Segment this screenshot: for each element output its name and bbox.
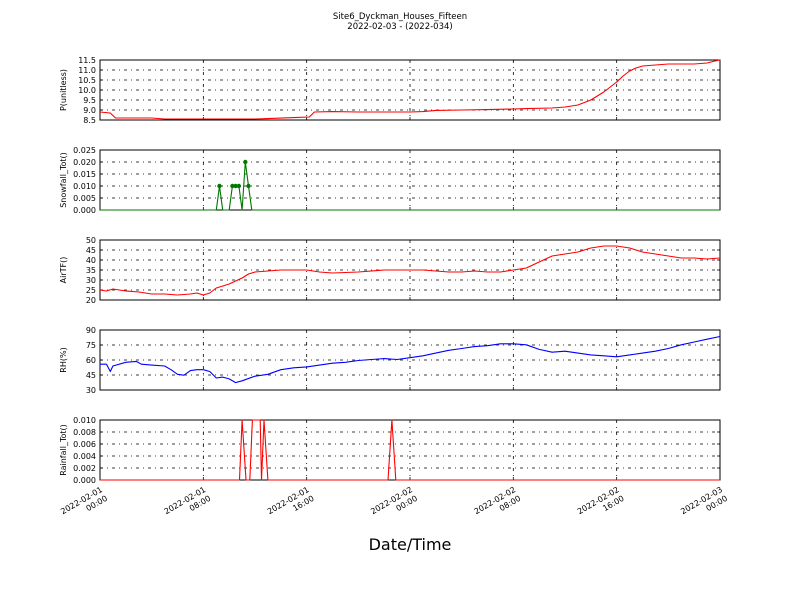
y-axis-label: Rainfall_Tot() (59, 424, 68, 476)
figure-title-line1: Site6_Dyckman_Houses_Fifteen (333, 12, 467, 22)
y-tick-label: 0.010 (73, 182, 96, 191)
data-point (217, 183, 222, 189)
panel-4: 30 45 60 75 90 RH(%) (59, 326, 721, 395)
y-tick-label: 35 (86, 266, 96, 275)
series-line (99, 245, 721, 296)
data-point (236, 183, 242, 189)
y-tick-label: 0.000 (73, 476, 96, 485)
y-tick-label: 30 (86, 276, 96, 285)
panel-5: 0.000 0.002 0.004 0.006 0.008 0.010 Rainfall_T… (59, 416, 721, 485)
y-tick-label: 8.5 (83, 116, 96, 125)
data-point (230, 183, 235, 189)
y-tick-label: 30 (86, 386, 96, 395)
y-tick-label: 60 (86, 356, 96, 365)
y-tick-label: 0.004 (73, 452, 96, 461)
y-axis-label: RH(%) (59, 347, 68, 372)
series-line (100, 419, 720, 481)
y-tick-label: 0.005 (73, 194, 96, 203)
y-tick-label: 0.008 (73, 428, 96, 437)
y-tick-label: 9.0 (83, 106, 96, 115)
series-line (99, 59, 721, 120)
y-tick-label: 20 (86, 296, 96, 305)
y-tick-label: 0.006 (73, 440, 96, 449)
panel-2: 0.000 0.005 0.010 0.015 0.020 0.025 Snowfall_T… (59, 146, 721, 215)
y-tick-label: 0.002 (73, 464, 96, 473)
y-tick-label: 50 (86, 236, 96, 245)
series-line (100, 335, 721, 384)
data-point (233, 183, 238, 189)
y-tick-label: 90 (86, 326, 96, 335)
y-axis-label: AirTF() (59, 257, 68, 284)
y-tick-label: 10.5 (78, 76, 96, 85)
y-tick-label: 11.0 (78, 66, 96, 75)
y-tick-label: 10.0 (78, 86, 96, 95)
y-axis-label: P(unitless) (59, 69, 68, 111)
figure-title-line2: 2022-02-03 - (2022-034) (347, 22, 452, 32)
y-tick-label: 0.025 (73, 146, 96, 155)
y-tick-label: 0.000 (73, 206, 96, 215)
y-tick-label: 45 (86, 371, 96, 380)
y-tick-label: 40 (86, 256, 96, 265)
y-axis-label: Snowfall_Tot() (59, 152, 68, 208)
y-tick-label: 9.5 (83, 96, 96, 105)
y-tick-label: 75 (86, 341, 96, 350)
y-tick-label: 11.5 (78, 56, 96, 65)
data-point (243, 159, 248, 165)
data-point (246, 183, 251, 189)
y-tick-label: 0.020 (73, 158, 96, 167)
y-tick-label: 25 (86, 286, 96, 295)
y-tick-label: 0.010 (73, 416, 96, 425)
y-tick-label: 45 (86, 246, 96, 255)
panel-1: 8.59.09.510.010.511.011.5 P(unitless) (59, 56, 721, 125)
y-tick-label: 0.015 (73, 170, 96, 179)
x-axis-label: Date/Time (369, 535, 452, 554)
panels-group: 8.59.09.510.010.511.011.5 P(unitless) 0.00… (59, 56, 729, 516)
